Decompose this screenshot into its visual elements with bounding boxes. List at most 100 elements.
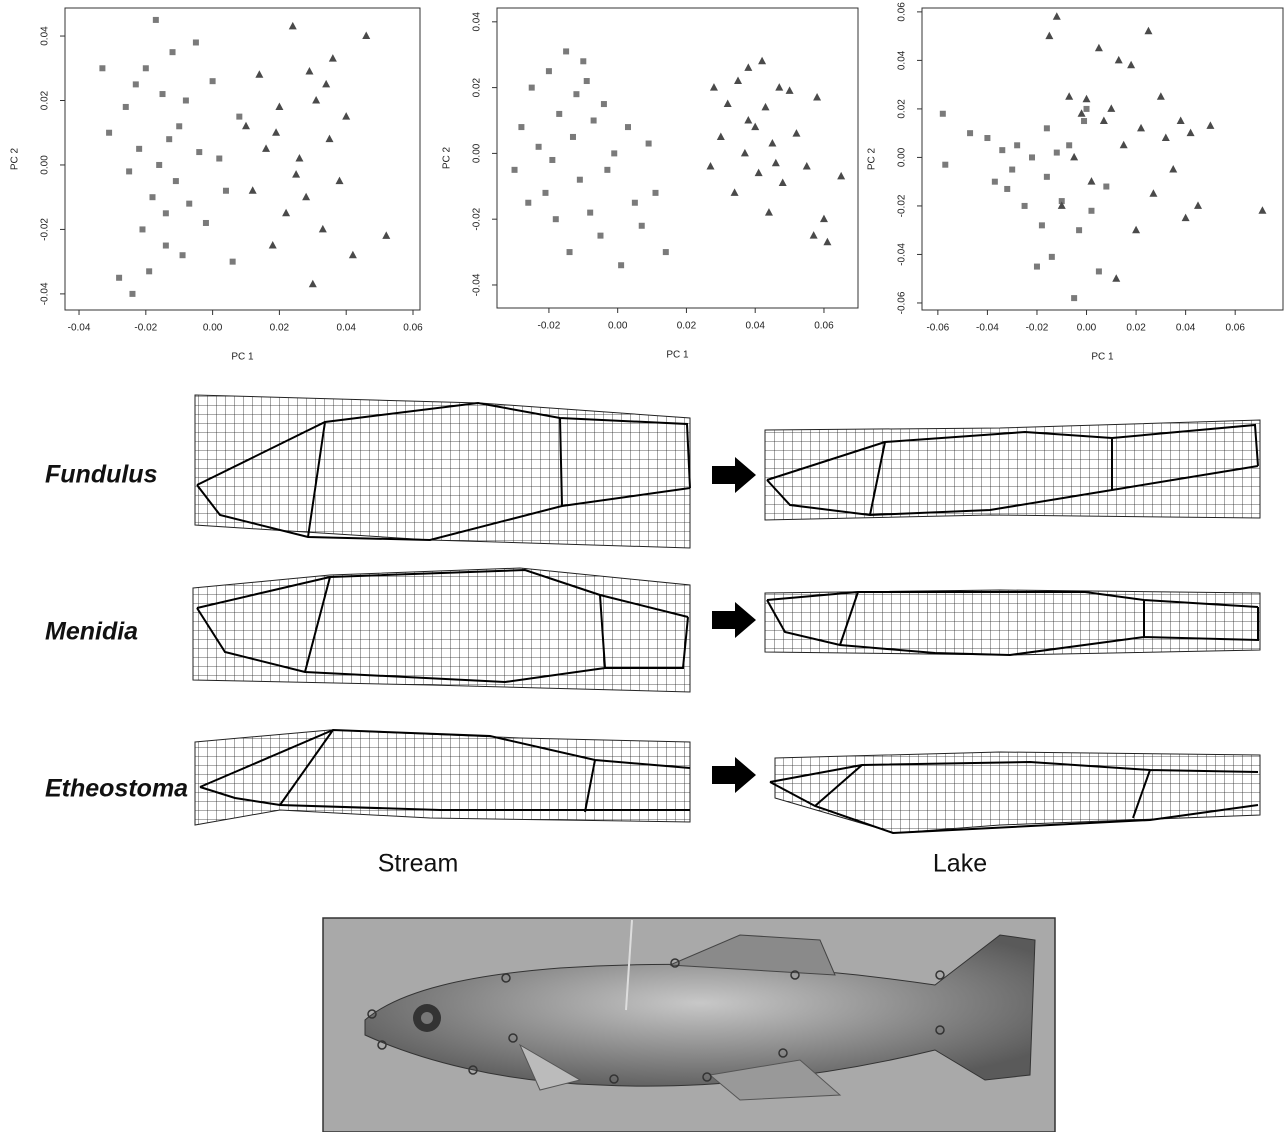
point <box>707 162 715 170</box>
point <box>992 179 998 185</box>
point <box>203 220 209 226</box>
point <box>139 226 145 232</box>
warp-grid <box>765 420 1260 520</box>
point <box>309 280 317 288</box>
fish-photo <box>323 918 1055 1132</box>
scatter-panel: -0.020.000.020.040.06-0.04-0.020.000.020… <box>442 8 858 361</box>
point <box>1044 125 1050 131</box>
y-tick-label: 0.00 <box>472 143 483 163</box>
point <box>1258 206 1266 214</box>
y-tick-label: 0.00 <box>40 155 51 175</box>
x-tick-label: -0.02 <box>1026 323 1049 334</box>
point <box>156 162 162 168</box>
point <box>349 251 357 258</box>
point <box>382 231 390 239</box>
x-tick-label: 0.02 <box>270 323 290 334</box>
arrow <box>712 602 756 638</box>
x-tick-label: 0.00 <box>608 321 628 332</box>
point <box>611 150 617 156</box>
y-tick-label: 0.06 <box>897 2 908 22</box>
point <box>136 146 142 152</box>
habitat-label: Lake <box>933 850 987 878</box>
point <box>1014 142 1020 148</box>
point <box>302 193 310 201</box>
point <box>724 100 732 108</box>
point <box>717 132 725 140</box>
x-tick-label: 0.06 <box>1225 323 1245 334</box>
x-tick-label: 0.04 <box>336 323 356 334</box>
point <box>342 112 350 120</box>
y-tick-label: 0.00 <box>897 147 908 167</box>
x-tick-label: 0.02 <box>1126 323 1146 334</box>
y-tick-label: 0.04 <box>897 50 908 70</box>
plot-frame <box>922 8 1283 310</box>
point <box>336 177 344 185</box>
x-axis-label: PC 1 <box>666 350 689 361</box>
point <box>153 17 159 23</box>
point <box>525 200 531 206</box>
point <box>312 96 320 104</box>
point <box>663 249 669 255</box>
species-label: Menidia <box>45 618 138 646</box>
point <box>940 111 946 117</box>
point <box>803 162 811 170</box>
y-tick-label: -0.02 <box>897 194 908 217</box>
point <box>618 262 624 268</box>
point <box>529 85 535 91</box>
point <box>269 241 277 249</box>
point <box>183 98 189 104</box>
point <box>744 116 752 124</box>
point <box>305 67 313 75</box>
point <box>242 122 250 130</box>
point <box>536 144 542 150</box>
point <box>765 208 773 216</box>
point <box>1182 214 1190 222</box>
x-axis-label: PC 1 <box>231 352 254 363</box>
x-tick-label: -0.04 <box>68 323 91 334</box>
point <box>984 135 990 141</box>
x-tick-label: 0.04 <box>1176 323 1196 334</box>
point <box>289 22 297 30</box>
point <box>173 178 179 184</box>
warp-grid <box>193 568 690 692</box>
point <box>116 275 122 281</box>
point <box>786 86 794 94</box>
point <box>567 249 573 255</box>
y-tick-label: -0.06 <box>897 291 908 314</box>
species-label: Etheostoma <box>45 775 188 803</box>
warp-grid <box>195 395 690 548</box>
point <box>967 130 973 136</box>
point <box>210 78 216 84</box>
point <box>1206 121 1214 129</box>
point <box>1065 92 1073 100</box>
y-tick-label: 0.02 <box>897 99 908 119</box>
point <box>1034 264 1040 270</box>
point <box>1049 254 1055 260</box>
point <box>1053 12 1061 20</box>
point <box>1039 222 1045 228</box>
y-tick-label: 0.02 <box>472 77 483 97</box>
point <box>639 223 645 229</box>
point <box>1149 189 1157 197</box>
point <box>549 157 555 163</box>
point <box>591 118 597 124</box>
point <box>170 49 176 55</box>
point <box>512 167 518 173</box>
point <box>1194 201 1202 209</box>
point <box>1054 150 1060 156</box>
point <box>1045 32 1053 40</box>
point <box>652 190 658 196</box>
point <box>1100 117 1108 125</box>
point <box>632 200 638 206</box>
point <box>1088 208 1094 214</box>
point <box>563 48 569 54</box>
point <box>1029 154 1035 160</box>
point <box>123 104 129 110</box>
y-tick-label: 0.02 <box>40 90 51 110</box>
point <box>556 111 562 117</box>
point <box>99 65 105 71</box>
point <box>1087 177 1095 185</box>
point <box>1066 142 1072 148</box>
